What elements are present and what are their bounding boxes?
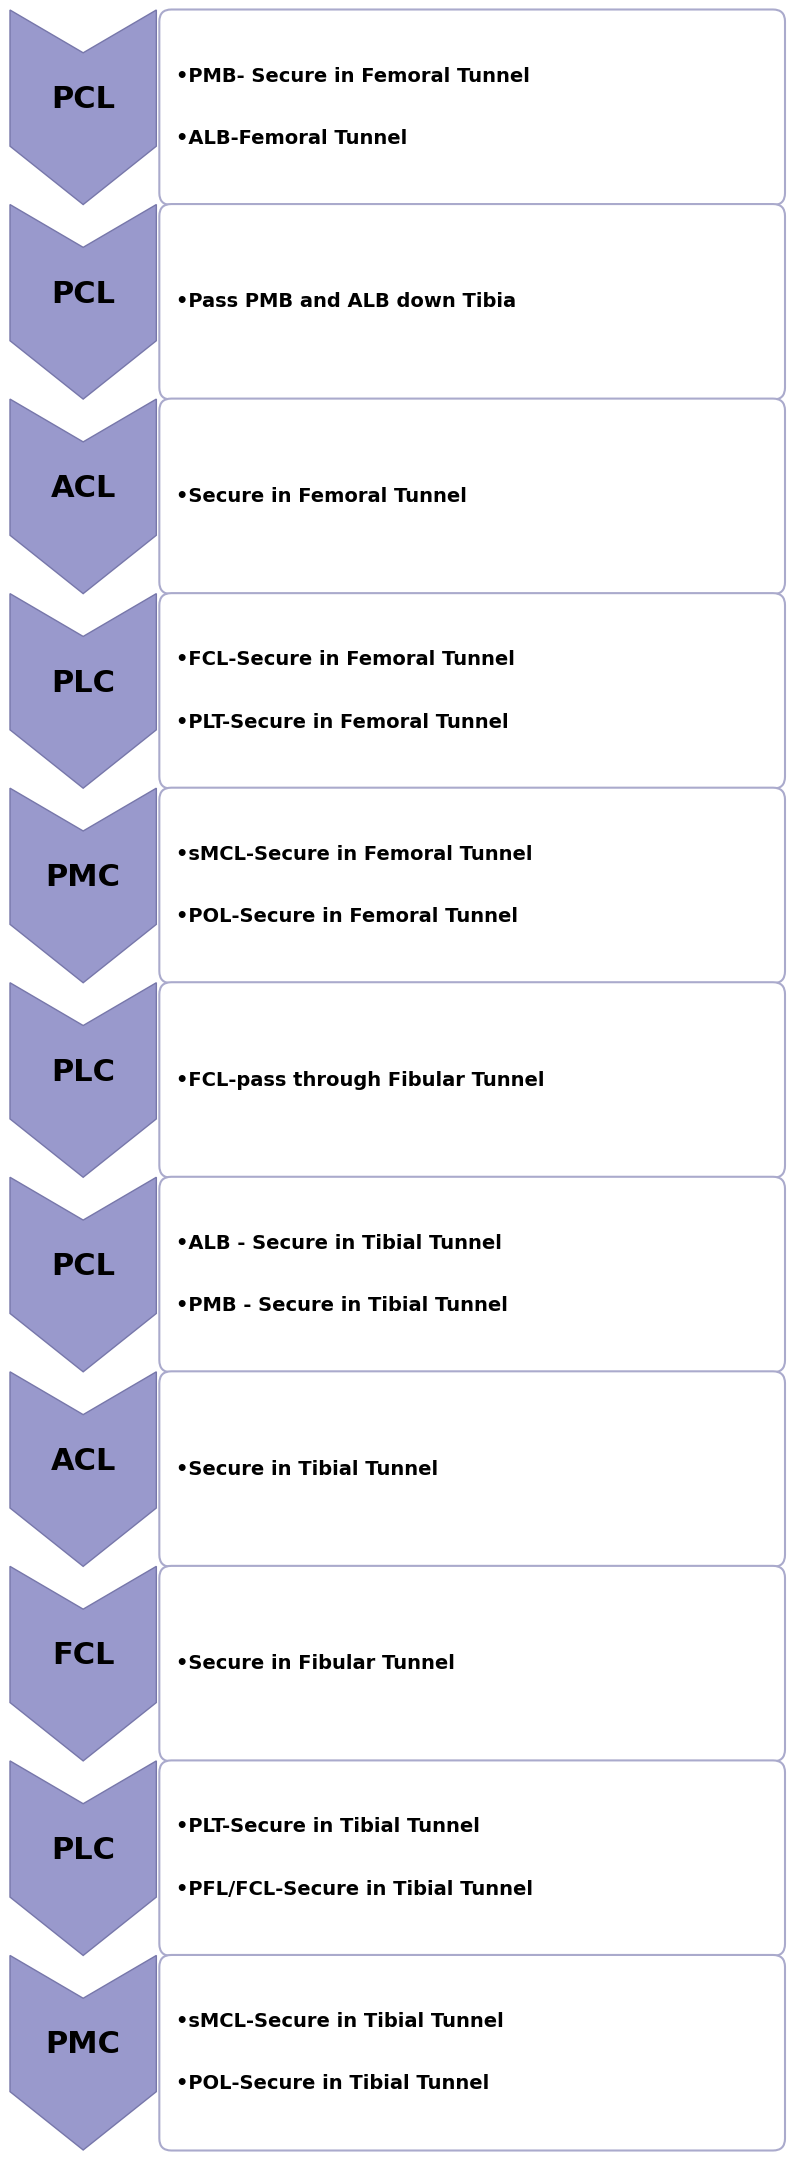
- FancyBboxPatch shape: [159, 594, 785, 788]
- Text: ACL: ACL: [51, 1447, 115, 1475]
- Text: •ALB-Femoral Tunnel: •ALB-Femoral Tunnel: [176, 130, 407, 149]
- Text: ACL: ACL: [51, 473, 115, 503]
- Polygon shape: [10, 594, 157, 788]
- Text: •ALB - Secure in Tibial Tunnel: •ALB - Secure in Tibial Tunnel: [176, 1233, 502, 1253]
- Polygon shape: [10, 1177, 157, 1372]
- Text: •PLT-Secure in Femoral Tunnel: •PLT-Secure in Femoral Tunnel: [176, 713, 509, 732]
- Polygon shape: [10, 1372, 157, 1566]
- Text: PLC: PLC: [51, 1836, 115, 1864]
- Text: PCL: PCL: [51, 279, 115, 309]
- FancyBboxPatch shape: [159, 9, 785, 205]
- Text: •POL-Secure in Tibial Tunnel: •POL-Secure in Tibial Tunnel: [176, 2074, 490, 2093]
- Text: •FCL-pass through Fibular Tunnel: •FCL-pass through Fibular Tunnel: [176, 1071, 545, 1089]
- Polygon shape: [10, 205, 157, 400]
- Text: PCL: PCL: [51, 1253, 115, 1281]
- FancyBboxPatch shape: [159, 1955, 785, 2151]
- Text: PCL: PCL: [51, 84, 115, 114]
- FancyBboxPatch shape: [159, 788, 785, 983]
- Polygon shape: [10, 11, 157, 205]
- FancyBboxPatch shape: [159, 1760, 785, 1957]
- Polygon shape: [10, 1566, 157, 1760]
- Text: PMC: PMC: [46, 864, 121, 892]
- FancyBboxPatch shape: [159, 400, 785, 594]
- FancyBboxPatch shape: [159, 203, 785, 400]
- Text: •Pass PMB and ALB down Tibia: •Pass PMB and ALB down Tibia: [176, 292, 517, 311]
- Text: •sMCL-Secure in Tibial Tunnel: •sMCL-Secure in Tibial Tunnel: [176, 2011, 504, 2030]
- Text: •PLT-Secure in Tibial Tunnel: •PLT-Secure in Tibial Tunnel: [176, 1817, 480, 1836]
- Text: •sMCL-Secure in Femoral Tunnel: •sMCL-Secure in Femoral Tunnel: [176, 845, 533, 864]
- FancyBboxPatch shape: [159, 1372, 785, 1566]
- Text: •PMB - Secure in Tibial Tunnel: •PMB - Secure in Tibial Tunnel: [176, 1296, 508, 1315]
- Text: •PMB- Secure in Femoral Tunnel: •PMB- Secure in Femoral Tunnel: [176, 67, 530, 86]
- Text: •Secure in Fibular Tunnel: •Secure in Fibular Tunnel: [176, 1655, 455, 1674]
- Text: FCL: FCL: [52, 1642, 115, 1670]
- Text: •Secure in Tibial Tunnel: •Secure in Tibial Tunnel: [176, 1460, 438, 1480]
- Polygon shape: [10, 1760, 157, 1955]
- FancyBboxPatch shape: [159, 1177, 785, 1372]
- FancyBboxPatch shape: [159, 1566, 785, 1760]
- Text: PLC: PLC: [51, 1058, 115, 1086]
- Polygon shape: [10, 1955, 157, 2149]
- Polygon shape: [10, 788, 157, 983]
- FancyBboxPatch shape: [159, 983, 785, 1177]
- Polygon shape: [10, 983, 157, 1177]
- Text: PMC: PMC: [46, 2030, 121, 2058]
- Text: •Secure in Femoral Tunnel: •Secure in Femoral Tunnel: [176, 486, 467, 505]
- Text: •PFL/FCL-Secure in Tibial Tunnel: •PFL/FCL-Secure in Tibial Tunnel: [176, 1879, 533, 1899]
- Text: •FCL-Secure in Femoral Tunnel: •FCL-Secure in Femoral Tunnel: [176, 650, 515, 670]
- Text: •POL-Secure in Femoral Tunnel: •POL-Secure in Femoral Tunnel: [176, 907, 518, 927]
- Text: PLC: PLC: [51, 670, 115, 698]
- Polygon shape: [10, 400, 157, 594]
